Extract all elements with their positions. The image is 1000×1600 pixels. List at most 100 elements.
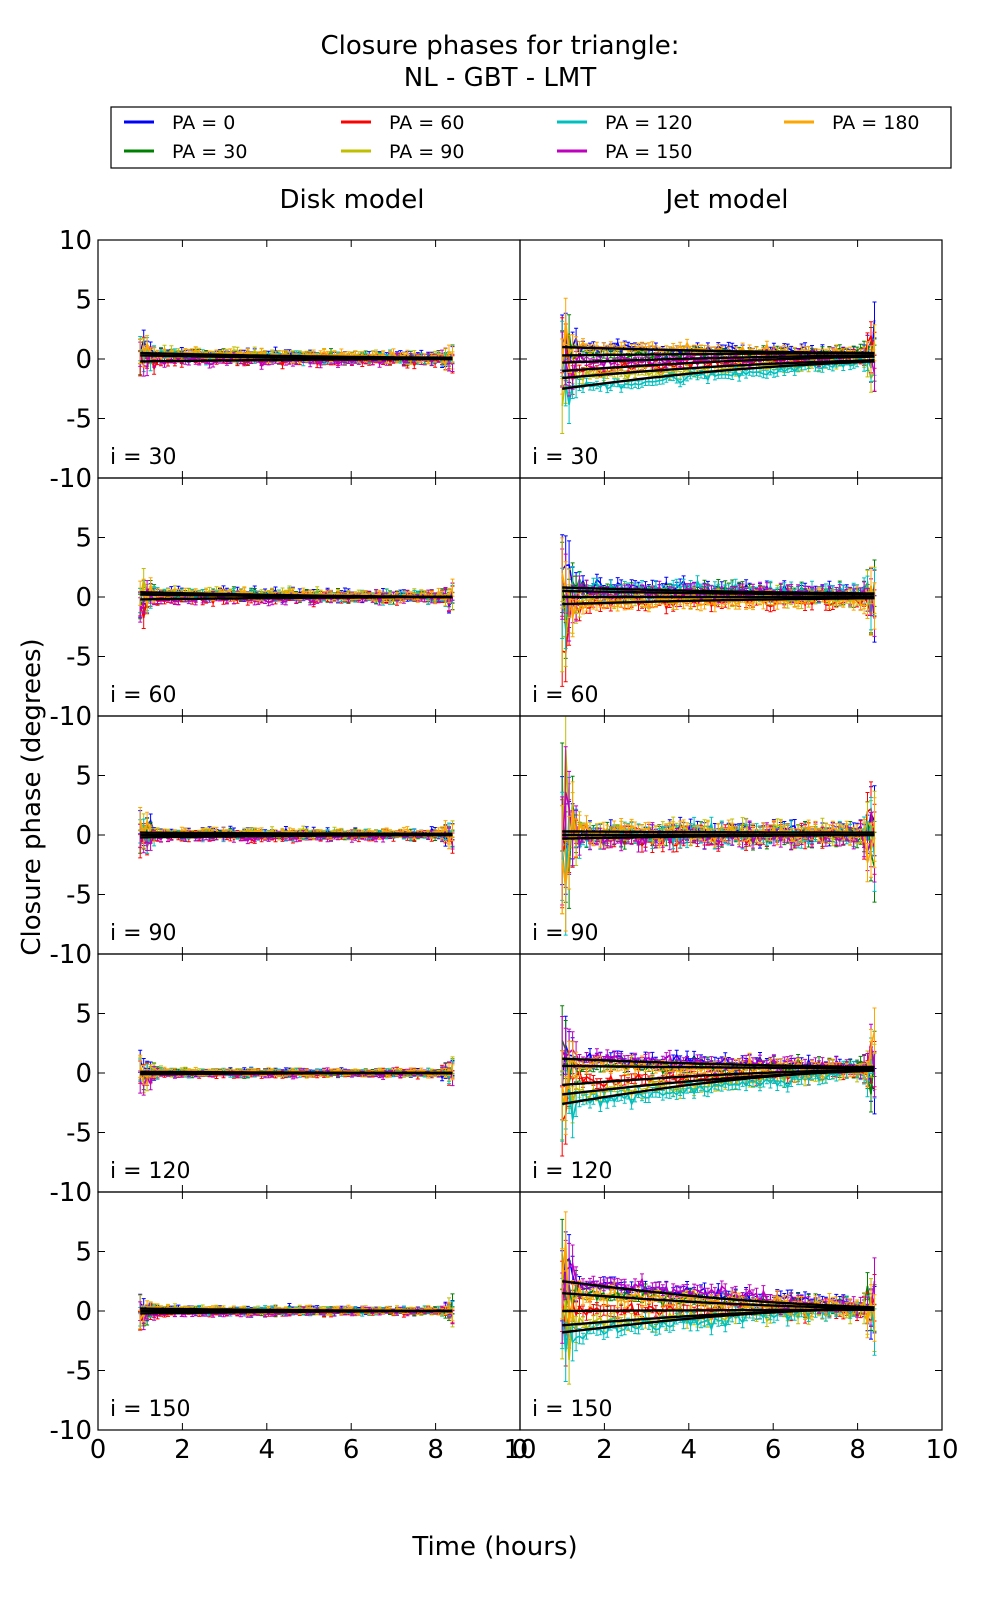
model-curve-1 [562,351,875,357]
x-tick-label: 4 [259,1435,276,1465]
errorbars-series-4 [560,777,877,936]
model-curve-2 [140,1071,453,1076]
legend-label-1: PA = 30 [172,141,247,163]
model-curve-0 [562,830,875,834]
row-label: i = 150 [110,1397,191,1422]
y-tick-label: -5 [66,1357,92,1387]
model-curve-0 [562,1057,875,1069]
y-tick-label: 5 [75,762,92,792]
panel-series-group [560,297,877,434]
y-tick-label: -10 [50,940,92,970]
x-tick-label: 10 [503,1435,536,1465]
panel-series-group [560,534,877,687]
row-label: i = 30 [110,445,177,470]
x-axis-label: Time (hours) [411,1532,577,1562]
x-tick-label: 2 [596,1435,613,1465]
y-tick-label: 0 [75,1059,92,1089]
panel-series-group [560,1211,877,1385]
row-label: i = 90 [532,921,599,946]
model-curve-3 [562,359,875,380]
y-tick-label: 10 [59,226,92,256]
model-curve-2 [140,357,453,363]
model-curve-1 [562,1064,875,1070]
y-tick-label: 0 [75,345,92,375]
x-tick-label: 8 [849,1435,866,1465]
y-tick-label: 0 [75,821,92,851]
legend-label-3: PA = 90 [389,141,464,163]
panel-series-group [138,329,455,377]
model-curve-0 [562,586,875,595]
x-tick-label: 8 [427,1435,444,1465]
model-curve-2 [562,833,875,840]
panel-series-group [560,716,877,936]
model-curve-2 [562,597,875,606]
model-curve-2 [562,355,875,373]
row-label: i = 30 [532,445,599,470]
x-tick-label: 4 [681,1435,698,1465]
panel-disk-row-0: i = 30 [97,239,521,479]
legend: PA = 0 PA = 30 PA = 60 PA = 90 PA = 120 PA = … [110,106,952,169]
legend-label-5: PA = 150 [605,141,693,163]
x-tick-label: 0 [512,1435,529,1465]
panel-jet-row-2: i = 90 [519,715,943,955]
errorbars-series-6 [138,807,455,850]
x-tick-label: 2 [174,1435,191,1465]
y-tick-label: 5 [75,286,92,316]
panel-disk-row-1: i = 60 [97,477,521,717]
y-tick-label: -10 [50,1416,92,1446]
y-tick-label: -10 [50,464,92,494]
model-curve-2 [562,1068,875,1087]
y-tick-label: -10 [50,1178,92,1208]
panels: i = 30 i = 30 i = 60 i = 60 i = 90 i = 90 i = … [97,239,943,1431]
column-title-disk: Disk model [279,185,424,215]
panel-frame [519,953,943,1193]
panel-disk-row-4: i = 150 [97,1191,521,1431]
errorbars-series-3 [560,716,877,915]
model-curve-2 [140,1309,453,1315]
legend-frame [110,106,952,169]
y-tick-label: -10 [50,702,92,732]
tick-labels: -10 -5 0 5 10 -10 -5 0 5 -10 -5 0 5 -10 -5 0 5 -10 -5 0 5 0 2 4… [50,226,959,1465]
model-curve-1 [562,589,875,596]
model-curve-5 [562,354,875,364]
model-curve-4 [562,1068,875,1106]
legend-label-6: PA = 180 [832,112,920,134]
panel-jet-row-4: i = 150 [519,1191,943,1431]
y-tick-label: 0 [75,583,92,613]
panel-disk-row-2: i = 90 [97,715,521,955]
legend-label-0: PA = 0 [172,112,235,134]
panel-jet-row-0: i = 30 [519,239,943,479]
panel-jet-row-3: i = 120 [519,953,943,1193]
model-curve-0 [140,831,453,835]
panel-series-group [138,1293,455,1331]
panel-disk-row-3: i = 120 [97,953,521,1193]
row-label: i = 120 [532,1159,613,1184]
legend-label-2: PA = 60 [389,112,464,134]
y-tick-label: -5 [66,881,92,911]
panel-jet-row-1: i = 60 [519,477,943,717]
panel-series-group [138,568,455,629]
model-curve-0 [562,1280,875,1309]
figure-title-line2: NL - GBT - LMT [404,63,597,93]
model-curve-1 [562,1292,875,1310]
y-tick-label: 5 [75,1000,92,1030]
legend-label-4: PA = 120 [605,112,693,134]
data-series-4 [561,1298,876,1352]
panel-series-group [138,807,455,859]
row-label: i = 90 [110,921,177,946]
x-tick-label: 10 [925,1435,958,1465]
panel-series-group [560,1005,877,1157]
errorbars-series-6 [560,781,877,932]
model-curve-4 [562,1306,875,1334]
row-label: i = 60 [110,683,177,708]
row-label: i = 150 [532,1397,613,1422]
model-curve-4 [562,360,875,390]
y-tick-label: -5 [66,643,92,673]
y-tick-label: -5 [66,405,92,435]
model-curve-0 [140,351,453,359]
y-tick-label: 5 [75,1238,92,1268]
x-tick-label: 6 [765,1435,782,1465]
model-curve-2 [140,595,453,601]
model-curve-2 [140,833,453,839]
